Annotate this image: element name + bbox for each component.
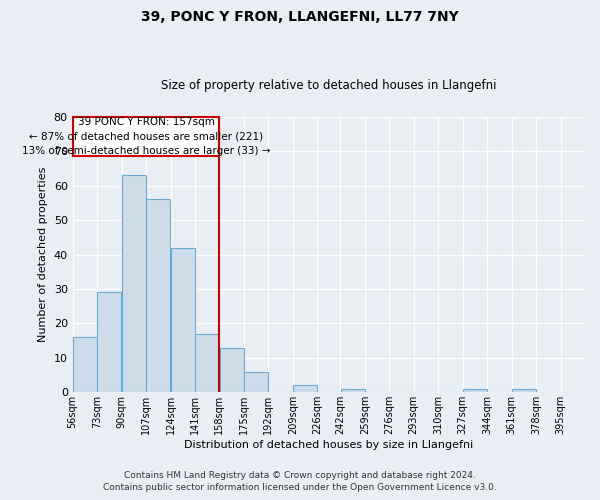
Text: Contains HM Land Registry data © Crown copyright and database right 2024.
Contai: Contains HM Land Registry data © Crown c…	[103, 471, 497, 492]
Text: 39 PONC Y FRON: 157sqm
← 87% of detached houses are smaller (221)
13% of semi-de: 39 PONC Y FRON: 157sqm ← 87% of detached…	[22, 117, 270, 156]
X-axis label: Distribution of detached houses by size in Llangefni: Distribution of detached houses by size …	[184, 440, 473, 450]
Bar	[244, 372, 268, 392]
Title: Size of property relative to detached houses in Llangefni: Size of property relative to detached ho…	[161, 79, 497, 92]
Bar	[195, 334, 219, 392]
Bar	[146, 200, 170, 392]
Bar	[341, 389, 365, 392]
Text: 39, PONC Y FRON, LLANGEFNI, LL77 7NY: 39, PONC Y FRON, LLANGEFNI, LL77 7NY	[141, 10, 459, 24]
Y-axis label: Number of detached properties: Number of detached properties	[38, 167, 48, 342]
Bar	[122, 176, 146, 392]
Bar	[220, 348, 244, 393]
Bar	[463, 389, 487, 392]
Bar	[97, 292, 121, 392]
Bar	[171, 248, 195, 392]
Bar	[293, 386, 317, 392]
Bar	[512, 389, 536, 392]
Bar	[73, 117, 220, 156]
Bar	[73, 337, 97, 392]
